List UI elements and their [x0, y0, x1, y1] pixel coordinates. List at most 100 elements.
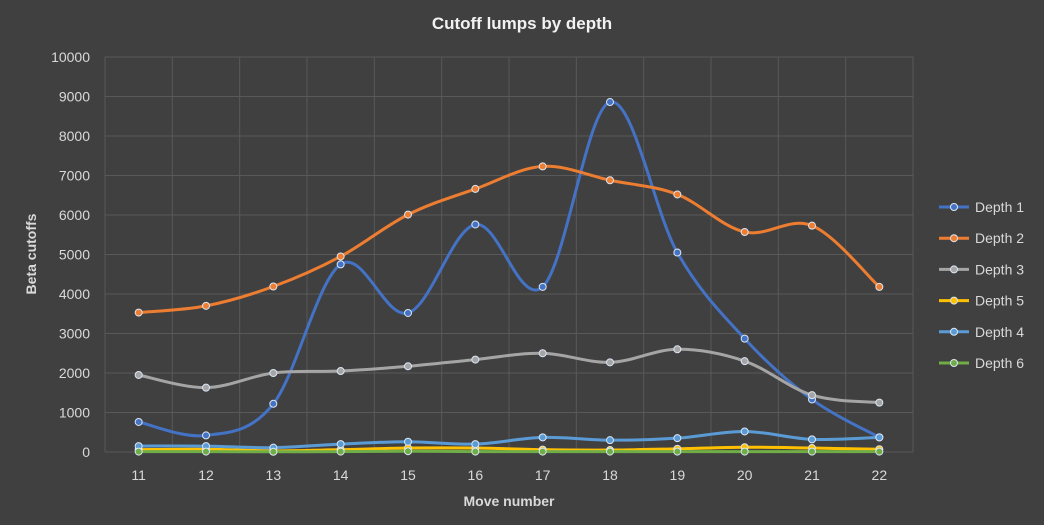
data-point: [471, 447, 480, 456]
data-point: [673, 345, 682, 354]
data-point: [875, 282, 884, 291]
series-line-depth-4: [137, 429, 881, 450]
legend-item-depth-1: Depth 1: [939, 199, 1024, 215]
data-point: [134, 417, 143, 426]
data-point: [471, 440, 480, 449]
data-point: [740, 334, 749, 343]
legend-item-depth-2: Depth 2: [939, 230, 1024, 246]
x-axis-title: Move number: [463, 493, 555, 509]
data-point: [808, 447, 816, 456]
series-depth-2: [134, 162, 884, 317]
x-tick-label: 19: [670, 467, 686, 483]
data-point: [202, 301, 210, 310]
x-tick-label: 13: [266, 467, 282, 483]
data-point: [202, 431, 210, 440]
data-point: [740, 427, 749, 436]
legend-swatch-marker: [950, 327, 958, 336]
data-point: [538, 162, 547, 171]
series-layer: [134, 98, 884, 456]
chart-title: Cutoff lumps by depth: [432, 14, 612, 33]
x-tick-label: 22: [872, 467, 888, 483]
y-tick-label: 0: [82, 444, 90, 460]
data-point: [134, 308, 143, 317]
data-point: [740, 357, 749, 366]
series-depth-1: [134, 98, 884, 442]
data-point: [606, 176, 614, 185]
data-point: [336, 440, 345, 449]
x-tick-label: 21: [804, 467, 820, 483]
series-line-depth-3: [137, 347, 881, 405]
legend-swatch-marker: [950, 203, 958, 211]
series-depth-3: [134, 345, 884, 407]
legend-item-depth-4: Depth 4: [939, 324, 1024, 340]
data-point: [673, 447, 682, 456]
data-point: [740, 447, 749, 456]
y-tick-label: 6000: [59, 207, 90, 223]
y-tick-label: 2000: [59, 365, 90, 381]
x-tick-label: 15: [400, 467, 416, 483]
legend-swatch-marker: [950, 296, 958, 305]
x-axis-ticks: 11 12 13 14 15 16 17 18 19 20 21 22: [131, 467, 887, 483]
y-axis-ticks: 0 1000 2000 3000 4000 5000 6000 7000 8000 9000 100…: [51, 49, 90, 460]
y-tick-label: 10000: [51, 49, 90, 65]
data-point: [875, 433, 884, 442]
gridlines: [104, 56, 914, 453]
legend-label: Depth 1: [975, 199, 1024, 215]
data-point: [336, 252, 345, 261]
data-point: [808, 221, 816, 230]
data-point: [202, 447, 210, 456]
data-point: [404, 362, 412, 371]
x-tick-label: 11: [131, 467, 146, 483]
data-point: [673, 248, 682, 257]
data-point: [269, 399, 278, 408]
data-point: [269, 369, 278, 377]
x-tick-label: 14: [333, 467, 349, 483]
legend-item-depth-6: Depth 6: [939, 355, 1024, 371]
legend: Depth 1 Depth 2 Depth 3 Depth 5 Depth 4 Depth…: [939, 199, 1024, 371]
data-point: [202, 383, 210, 392]
legend-swatch-marker: [950, 234, 958, 243]
x-tick-label: 17: [535, 467, 551, 483]
data-point: [538, 349, 547, 358]
data-point: [538, 282, 547, 291]
y-tick-label: 5000: [59, 247, 90, 263]
data-point: [471, 355, 480, 364]
data-point: [606, 447, 614, 456]
data-point: [673, 190, 682, 199]
x-tick-label: 18: [602, 467, 618, 483]
data-point: [336, 260, 345, 269]
data-point: [134, 370, 143, 379]
data-point: [606, 358, 614, 367]
y-axis-title: Beta cutoffs: [23, 213, 39, 294]
data-point: [404, 308, 412, 317]
data-point: [269, 447, 278, 456]
legend-swatch-marker: [950, 359, 958, 367]
series-line-depth-6: [137, 449, 881, 454]
x-tick-label: 20: [737, 467, 753, 483]
data-point: [808, 391, 816, 400]
legend-item-depth-3: Depth 3: [939, 261, 1024, 277]
legend-item-depth-5: Depth 5: [939, 293, 1024, 309]
data-point: [471, 220, 480, 229]
data-point: [875, 447, 884, 456]
data-point: [808, 435, 816, 444]
legend-swatch-marker: [950, 265, 958, 274]
data-point: [336, 447, 345, 456]
y-tick-label: 9000: [59, 89, 90, 105]
data-point: [606, 98, 614, 107]
y-tick-label: 8000: [59, 128, 90, 144]
legend-label: Depth 3: [975, 261, 1024, 277]
data-point: [269, 282, 278, 291]
x-tick-label: 16: [468, 467, 484, 483]
data-point: [404, 447, 412, 456]
y-tick-label: 7000: [59, 168, 90, 184]
series-depth-6: [134, 447, 884, 456]
y-tick-label: 1000: [59, 405, 90, 421]
data-point: [134, 447, 143, 456]
series-line-depth-2: [137, 164, 881, 315]
legend-label: Depth 5: [975, 293, 1024, 309]
legend-label: Depth 6: [975, 355, 1024, 371]
data-point: [471, 184, 480, 193]
data-point: [673, 434, 682, 443]
